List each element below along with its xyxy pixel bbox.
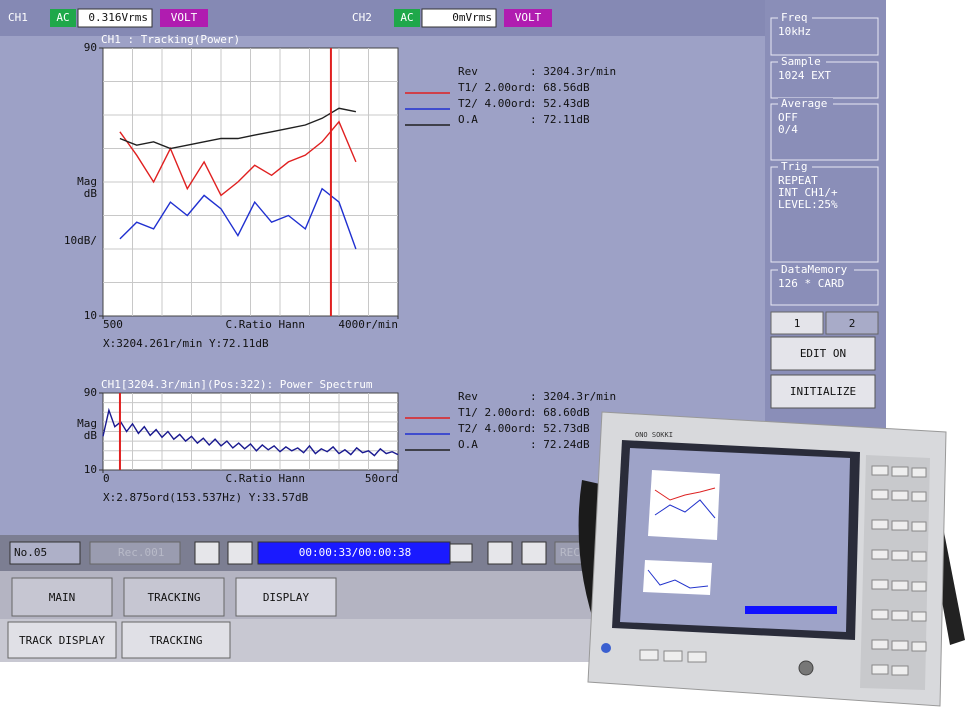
device-power-button: [601, 643, 611, 653]
coupling: AC: [400, 11, 413, 24]
x-tick-label: 50ord: [365, 472, 398, 485]
record-number: No.05: [14, 546, 47, 559]
legend-readout: : 52.43dB: [530, 97, 590, 110]
legend-readout: : 72.24dB: [530, 438, 590, 451]
x-caption: C.Ratio Hann: [226, 318, 305, 331]
unit: VOLT: [515, 11, 542, 24]
device-brand: ONO SOKKI: [635, 431, 673, 439]
file-name: Rec.001: [118, 546, 164, 559]
legend-name: Rev: [458, 65, 478, 78]
info-title: Trig: [781, 160, 808, 173]
legend-readout: : 72.11dB: [530, 113, 590, 126]
info-title: Sample: [781, 55, 821, 68]
device-mini-plot: [643, 560, 712, 595]
info-line: 1024 EXT: [778, 69, 831, 82]
level: 0.316Vrms: [88, 11, 148, 24]
unit: VOLT: [171, 11, 198, 24]
legend-name: T1/ 2.00ord: [458, 406, 531, 419]
legend-name: O.A: [458, 438, 478, 451]
transport-button[interactable]: [228, 542, 252, 564]
info-line: 0/4: [778, 123, 798, 136]
legend-name: T2/ 4.00ord: [458, 97, 531, 110]
tab-label[interactable]: TRACKING: [148, 591, 201, 604]
info-line: LEVEL:25%: [778, 198, 838, 211]
side-tab-label[interactable]: 2: [849, 317, 856, 330]
legend-readout: : 68.56dB: [530, 81, 590, 94]
level: 0mVrms: [452, 11, 492, 24]
x-tick-label: 0: [103, 472, 110, 485]
chart-title: CH1[3204.3r/min](Pos:322): Power Spectru…: [101, 378, 373, 391]
side-button-label[interactable]: EDIT ON: [800, 347, 846, 360]
channel-label: CH1: [8, 11, 28, 24]
legend-name: Rev: [458, 390, 478, 403]
info-title: DataMemory: [781, 263, 848, 276]
legend-readout: : 68.60dB: [530, 406, 590, 419]
tab-label[interactable]: DISPLAY: [263, 591, 310, 604]
device-mini-progress: [745, 606, 837, 614]
device-knob: [799, 661, 813, 675]
y-label: dB: [84, 429, 98, 442]
y-tick-label: 10: [84, 463, 97, 476]
side-button-label[interactable]: INITIALIZE: [790, 385, 856, 398]
info-title: Average: [781, 97, 827, 110]
y-tick-label: 90: [84, 41, 97, 54]
x-caption: C.Ratio Hann: [226, 472, 305, 485]
info-line: 126 * CARD: [778, 277, 844, 290]
tab-label[interactable]: MAIN: [49, 591, 76, 604]
transport-button[interactable]: [195, 542, 219, 564]
bottom-button-label[interactable]: TRACKING: [150, 634, 203, 647]
device-keypad: [860, 455, 930, 690]
transport-button[interactable]: [488, 542, 512, 564]
device-mini-plot: [648, 470, 720, 540]
legend-readout: : 3204.3r/min: [530, 390, 616, 403]
legend-name: T2/ 4.00ord: [458, 422, 531, 435]
channel-label: CH2: [352, 11, 372, 24]
y-tick-label: 90: [84, 386, 97, 399]
cursor-readout: X:2.875ord(153.537Hz) Y:33.57dB: [103, 491, 309, 504]
legend-readout: : 52.73dB: [530, 422, 590, 435]
bottom-button-label[interactable]: TRACK DISPLAY: [19, 634, 105, 647]
scale-label: 10dB/: [64, 234, 97, 247]
y-tick-label: 10: [84, 309, 97, 322]
legend-name: T1/ 2.00ord: [458, 81, 531, 94]
info-title: Freq: [781, 11, 808, 24]
progress-knob[interactable]: [450, 544, 472, 562]
y-label: dB: [84, 187, 98, 200]
legend-readout: : 3204.3r/min: [530, 65, 616, 78]
device-photo: ONO SOKKI: [579, 412, 965, 706]
side-tab-label[interactable]: 1: [794, 317, 801, 330]
coupling: AC: [56, 11, 69, 24]
x-tick-label: 500: [103, 318, 123, 331]
cursor-readout: X:3204.261r/min Y:72.11dB: [103, 337, 269, 350]
playback-time: 00:00:33/00:00:38: [299, 546, 412, 559]
legend-name: O.A: [458, 113, 478, 126]
info-line: 10kHz: [778, 25, 811, 38]
screen: CH1 AC 0.316Vrms VOLT CH2 AC 0mVrms VOLT CH1 : T…: [0, 0, 970, 714]
chart-title: CH1 : Tracking(Power): [101, 33, 240, 46]
transport-button[interactable]: [522, 542, 546, 564]
x-tick-label: 4000r/min: [338, 318, 398, 331]
